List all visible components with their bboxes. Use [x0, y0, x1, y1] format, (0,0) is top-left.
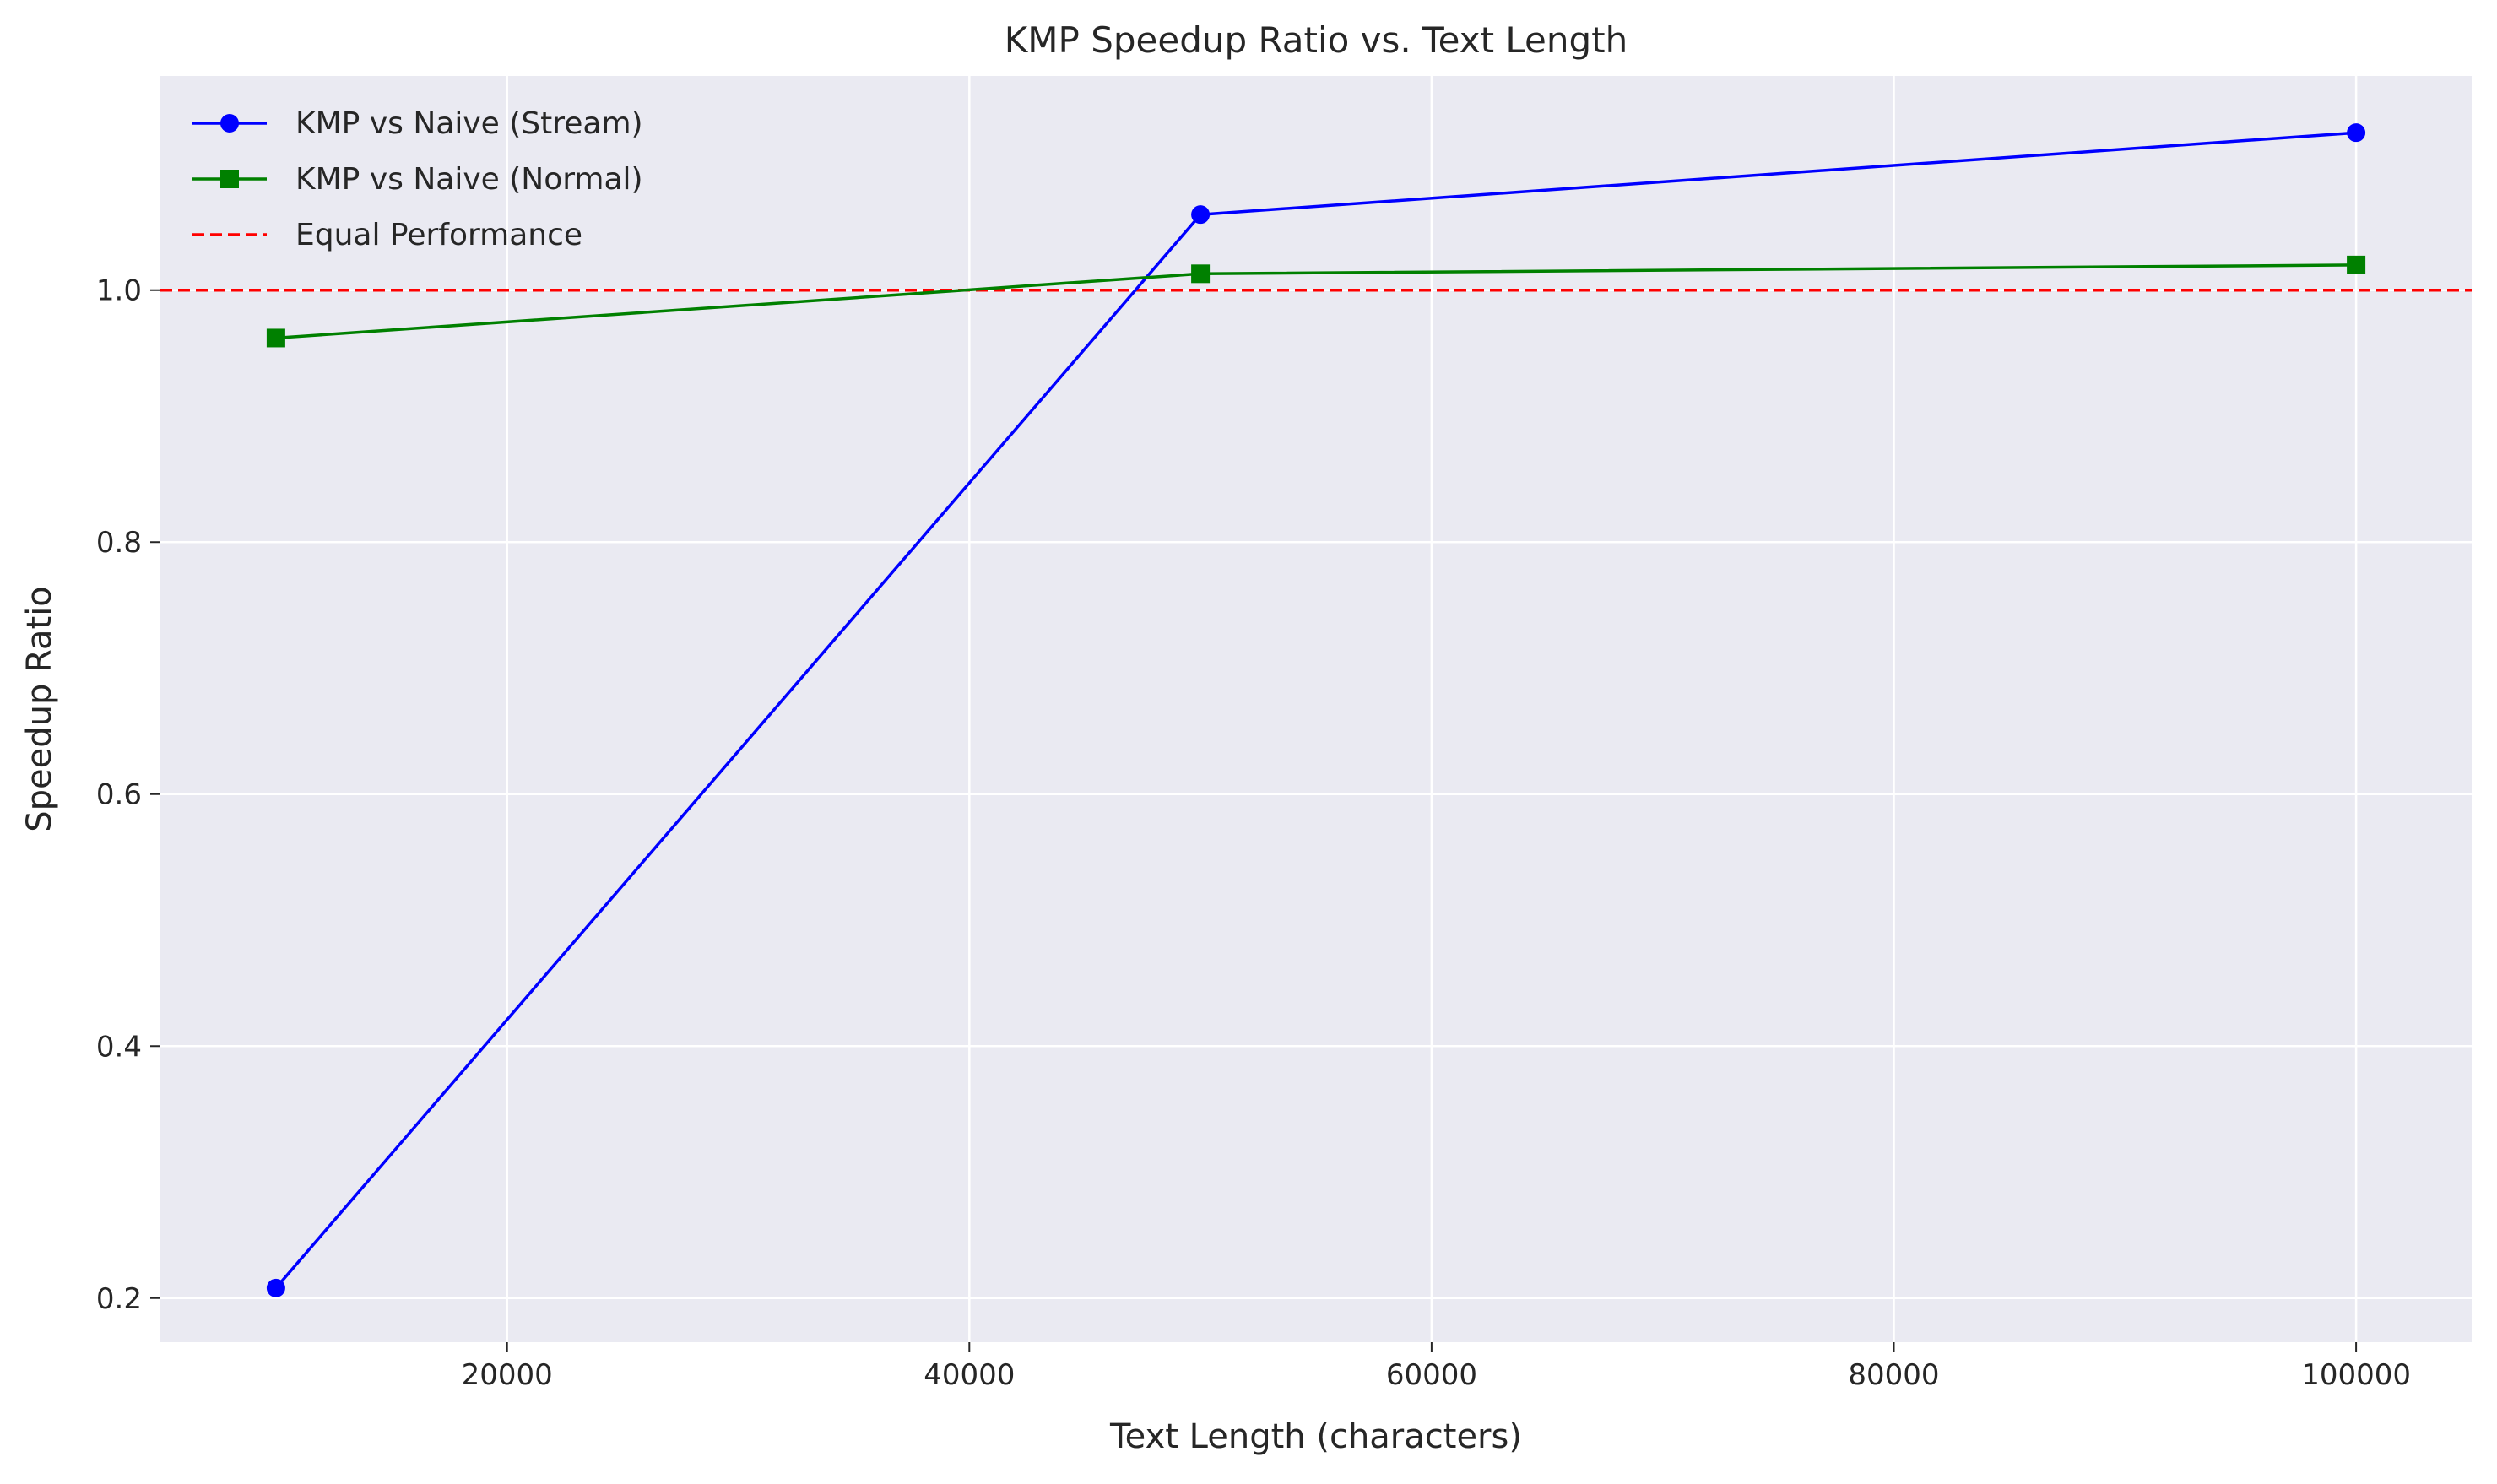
legend-label: KMP vs Naive (Stream) — [295, 106, 643, 141]
x-tick-label: 60000 — [1386, 1358, 1477, 1392]
series-1-point — [2347, 123, 2366, 143]
y-tick-label: 1.0 — [96, 274, 142, 308]
y-axis-label: Speedup Ratio — [20, 586, 59, 832]
chart-title: KMP Speedup Ratio vs. Text Length — [1005, 19, 1628, 61]
y-tick-label: 0.2 — [96, 1282, 142, 1316]
x-tick-label: 20000 — [462, 1358, 553, 1392]
series-markers — [266, 123, 2366, 1297]
y-tick-label: 0.6 — [96, 778, 142, 812]
legend-label: KMP vs Naive (Normal) — [295, 162, 643, 197]
legend-marker — [220, 114, 239, 133]
plot-area — [160, 76, 2472, 1342]
y-axis-ticks: 0.2 0.4 0.6 0.8 1.0 — [96, 274, 160, 1316]
grid — [160, 76, 2472, 1342]
x-axis-ticks: 20000 40000 60000 80000 100000 — [462, 1342, 2411, 1392]
series-1-point — [1191, 205, 1211, 225]
series-2-point — [1191, 264, 1211, 284]
legend-label: Equal Performance — [295, 218, 582, 252]
y-tick-label: 0.8 — [96, 526, 142, 560]
x-tick-label: 80000 — [1848, 1358, 1939, 1392]
legend-marker — [220, 170, 239, 188]
series-1-point — [266, 1278, 285, 1297]
legend: KMP vs Naive (Stream) KMP vs Naive (Norma… — [192, 106, 643, 252]
x-tick-label: 40000 — [924, 1358, 1015, 1392]
x-tick-label: 100000 — [2301, 1358, 2411, 1392]
series-2-point — [266, 328, 285, 348]
y-tick-label: 0.4 — [96, 1030, 142, 1064]
series-2-point — [2347, 255, 2366, 274]
x-axis-label: Text Length (characters) — [1109, 1417, 1522, 1456]
